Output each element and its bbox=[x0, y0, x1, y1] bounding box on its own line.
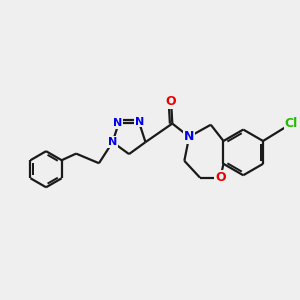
Text: N: N bbox=[108, 137, 117, 147]
Text: N: N bbox=[135, 117, 144, 127]
Text: O: O bbox=[166, 95, 176, 108]
Text: N: N bbox=[184, 130, 194, 143]
Text: Cl: Cl bbox=[285, 117, 298, 130]
Text: O: O bbox=[215, 171, 226, 184]
Text: N: N bbox=[113, 118, 122, 128]
